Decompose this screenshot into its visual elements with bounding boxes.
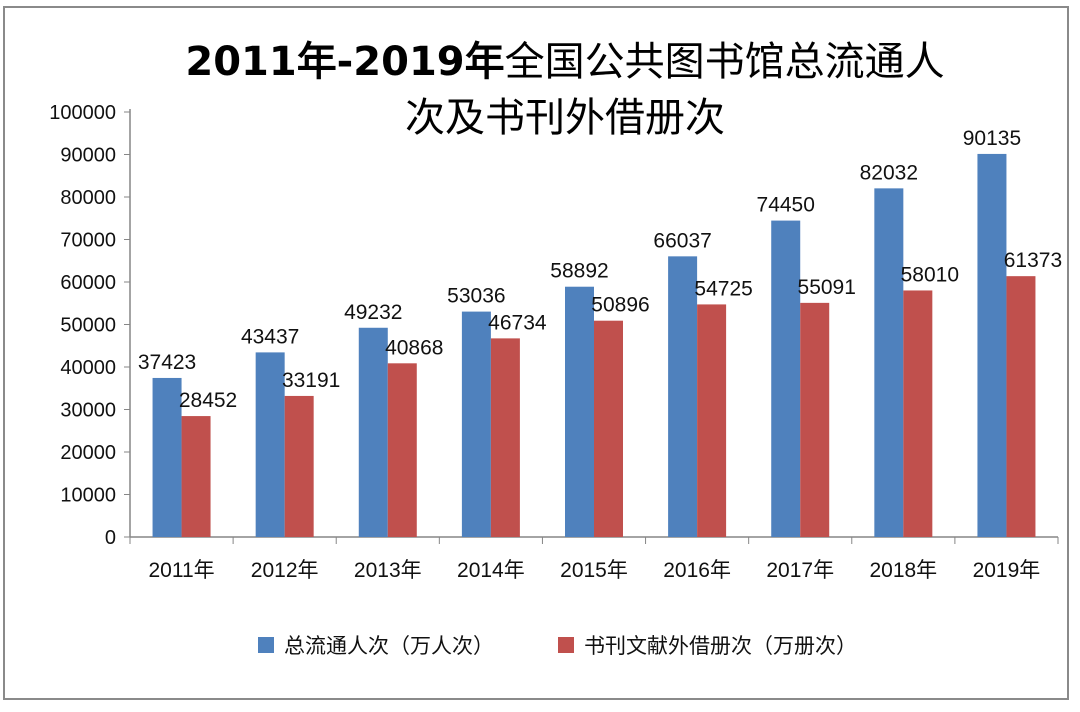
chart-title-line2: 次及书刊外借册次 xyxy=(405,95,725,141)
y-tick-label: 40000 xyxy=(60,357,116,379)
bar-circulation xyxy=(255,352,285,537)
chart-title: 2011年-2019年全国公共图书馆总流通人 次及书刊外借册次 xyxy=(110,34,1020,146)
data-label: 58010 xyxy=(901,263,959,286)
data-label: 74450 xyxy=(757,194,815,217)
bar-loans xyxy=(284,395,314,537)
bar-loans xyxy=(697,304,727,537)
x-tick-label: 2014年 xyxy=(457,559,525,582)
x-tick-label: 2013年 xyxy=(354,559,422,582)
chart-title-years: 2011年-2019年 xyxy=(185,39,505,85)
legend-swatch-blue xyxy=(258,637,274,653)
data-label: 43437 xyxy=(241,325,299,348)
legend-swatch-red xyxy=(558,637,574,653)
data-label: 54725 xyxy=(694,277,752,300)
bar-circulation xyxy=(152,377,182,537)
data-label: 28452 xyxy=(179,389,237,412)
bar-loans xyxy=(1006,276,1036,537)
data-label: 53036 xyxy=(447,285,505,308)
data-label: 58892 xyxy=(550,260,608,283)
x-tick-label: 2015年 xyxy=(560,559,628,582)
data-label: 82032 xyxy=(860,161,918,184)
bar-loans xyxy=(490,338,520,537)
bar-circulation xyxy=(771,220,801,537)
x-tick-label: 2018年 xyxy=(869,559,937,582)
chart-frame xyxy=(3,6,1069,700)
bar-circulation xyxy=(358,327,388,537)
x-tick-label: 2019年 xyxy=(973,559,1041,582)
y-tick-label: 50000 xyxy=(60,315,116,337)
chart-title-line1: 全国公共图书馆总流通人 xyxy=(504,39,945,85)
y-tick-label: 90000 xyxy=(60,145,116,167)
y-tick-label: 80000 xyxy=(60,187,116,209)
bar-loans xyxy=(800,302,830,537)
legend-label: 总流通人次（万人次） xyxy=(284,634,494,658)
y-tick-label: 0 xyxy=(105,527,116,549)
bar-loans xyxy=(594,320,623,537)
data-label: 50896 xyxy=(591,294,649,317)
data-label: 61373 xyxy=(1004,249,1062,272)
x-tick-label: 2011年 xyxy=(148,559,214,582)
bar-circulation xyxy=(874,188,904,537)
y-tick-label: 30000 xyxy=(60,400,116,422)
y-tick-label: 10000 xyxy=(60,485,116,507)
bar-loans xyxy=(903,290,933,537)
bar-loans xyxy=(181,416,211,537)
legend-label: 书刊文献外借册次（万册次） xyxy=(584,634,857,658)
x-tick-label: 2016年 xyxy=(663,559,731,582)
data-label: 49232 xyxy=(344,301,402,324)
bar-loans xyxy=(387,363,417,537)
data-label: 46734 xyxy=(488,311,547,334)
data-label: 40868 xyxy=(385,336,443,359)
y-tick-label: 100000 xyxy=(49,102,116,124)
data-label: 66037 xyxy=(653,229,711,252)
data-label: 90135 xyxy=(963,127,1021,150)
legend-item-loans: 书刊文献外借册次（万册次） xyxy=(558,630,857,660)
legend-item-circulation: 总流通人次（万人次） xyxy=(258,630,494,660)
bar-circulation xyxy=(461,311,491,537)
y-tick-label: 20000 xyxy=(60,442,116,464)
y-tick-label: 60000 xyxy=(60,272,116,294)
data-label: 55091 xyxy=(798,276,856,299)
data-label: 33191 xyxy=(282,369,340,392)
bar-circulation xyxy=(668,256,698,537)
bar-circulation xyxy=(977,153,1007,537)
x-tick-label: 2017年 xyxy=(766,559,834,582)
bar-circulation xyxy=(565,286,594,537)
data-label: 37423 xyxy=(138,351,196,374)
y-tick-label: 70000 xyxy=(60,230,116,252)
x-tick-label: 2012年 xyxy=(251,559,319,582)
